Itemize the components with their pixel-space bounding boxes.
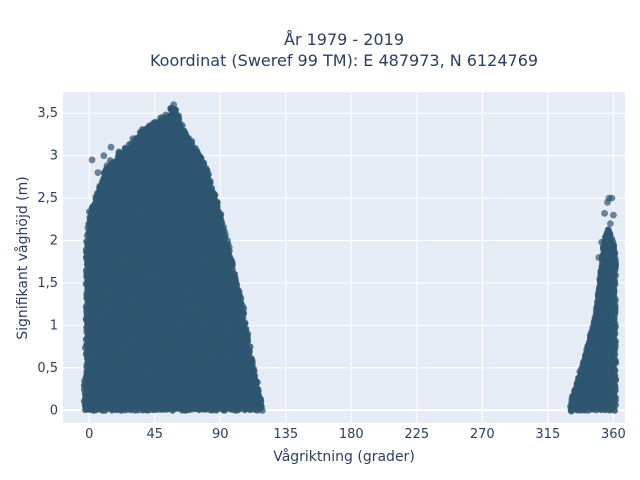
data-points [80, 101, 619, 415]
chart-subtitle-line: Koordinat (Sweref 99 TM): E 487973, N 61… [150, 51, 538, 70]
gridlines [63, 92, 625, 423]
chart-title-line: År 1979 - 2019 [284, 30, 404, 49]
chart-title: År 1979 - 2019 Koordinat (Sweref 99 TM):… [150, 30, 538, 70]
